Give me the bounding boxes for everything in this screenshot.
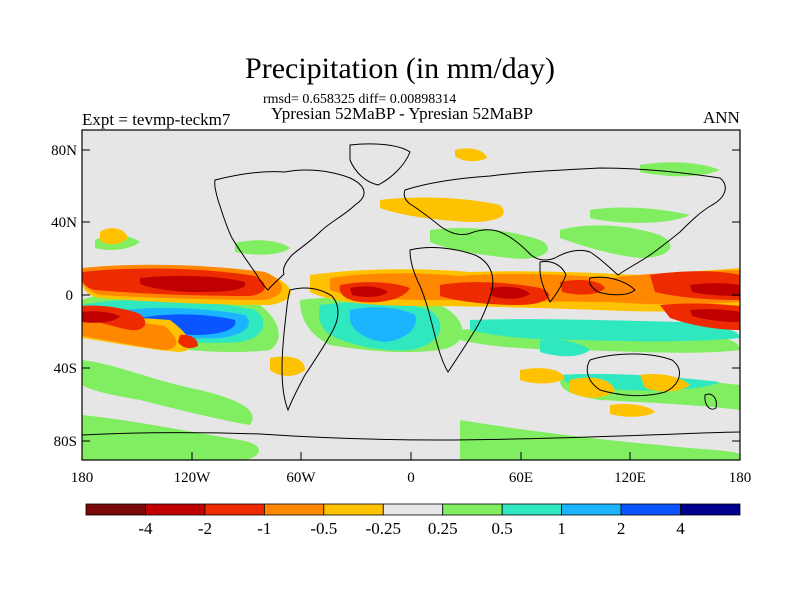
x-tick-label: 120W <box>174 470 212 486</box>
x-tick-label: 0 <box>407 470 415 486</box>
colorbar-box <box>620 503 681 516</box>
colorbar-label: -0.25 <box>366 519 401 538</box>
colorbar-label: 0.5 <box>492 519 513 538</box>
x-tick-labels: 180 120W 60W 0 60E 120E 180 <box>71 470 752 486</box>
coastlines <box>82 143 740 441</box>
colorbar-box <box>442 503 503 516</box>
y-tick-marks <box>82 149 740 442</box>
x-tick-label: 180 <box>71 470 94 486</box>
plot-title: Precipitation (in mm/day) <box>245 52 555 85</box>
colorbar-box <box>204 503 265 516</box>
rmsd-diff-stats: rmsd= 0.658325 diff= 0.00898314 <box>263 92 457 107</box>
experiment-label: Expt = tevmp-teckm7 <box>82 110 231 129</box>
x-tick-marks <box>81 452 741 460</box>
y-tick-label: 40N <box>51 215 77 231</box>
x-tick-label: 60W <box>286 470 316 486</box>
y-tick-label: 80N <box>51 143 77 159</box>
colorbar: -4 -2 -1 -0.5 -0.25 0.25 0.5 1 2 4 <box>85 503 741 538</box>
precip-field <box>82 130 740 460</box>
colorbar-box <box>382 503 444 516</box>
colorbar-label: 0.25 <box>428 519 458 538</box>
dark-red-anomaly-regions <box>82 275 740 323</box>
x-tick-label: 60E <box>509 470 533 486</box>
season-label: ANN <box>703 108 740 127</box>
colorbar-label: 2 <box>617 519 626 538</box>
colorbar-box <box>145 503 206 516</box>
colorbar-label: 4 <box>676 519 685 538</box>
colorbar-box <box>501 503 563 516</box>
y-tick-label: 0 <box>66 288 74 304</box>
colorbar-label: -2 <box>198 519 212 538</box>
colorbar-box <box>323 503 384 516</box>
plot-subtitle: Ypresian 52MaBP - Ypresian 52MaBP <box>271 104 533 123</box>
colorbar-box <box>263 503 325 516</box>
x-tick-label: 120E <box>614 470 646 486</box>
y-tick-labels: 80N 40N 0 40S 80S <box>51 143 77 450</box>
colorbar-label: -1 <box>257 519 271 538</box>
colorbar-box <box>85 503 146 516</box>
colorbar-label: -0.5 <box>310 519 337 538</box>
colorbar-label: 1 <box>557 519 566 538</box>
y-tick-label: 80S <box>54 434 77 450</box>
colorbar-label: -4 <box>138 519 153 538</box>
colorbar-box <box>561 503 622 516</box>
colorbar-box <box>680 503 741 516</box>
x-tick-label: 180 <box>729 470 752 486</box>
y-tick-label: 40S <box>54 361 77 377</box>
